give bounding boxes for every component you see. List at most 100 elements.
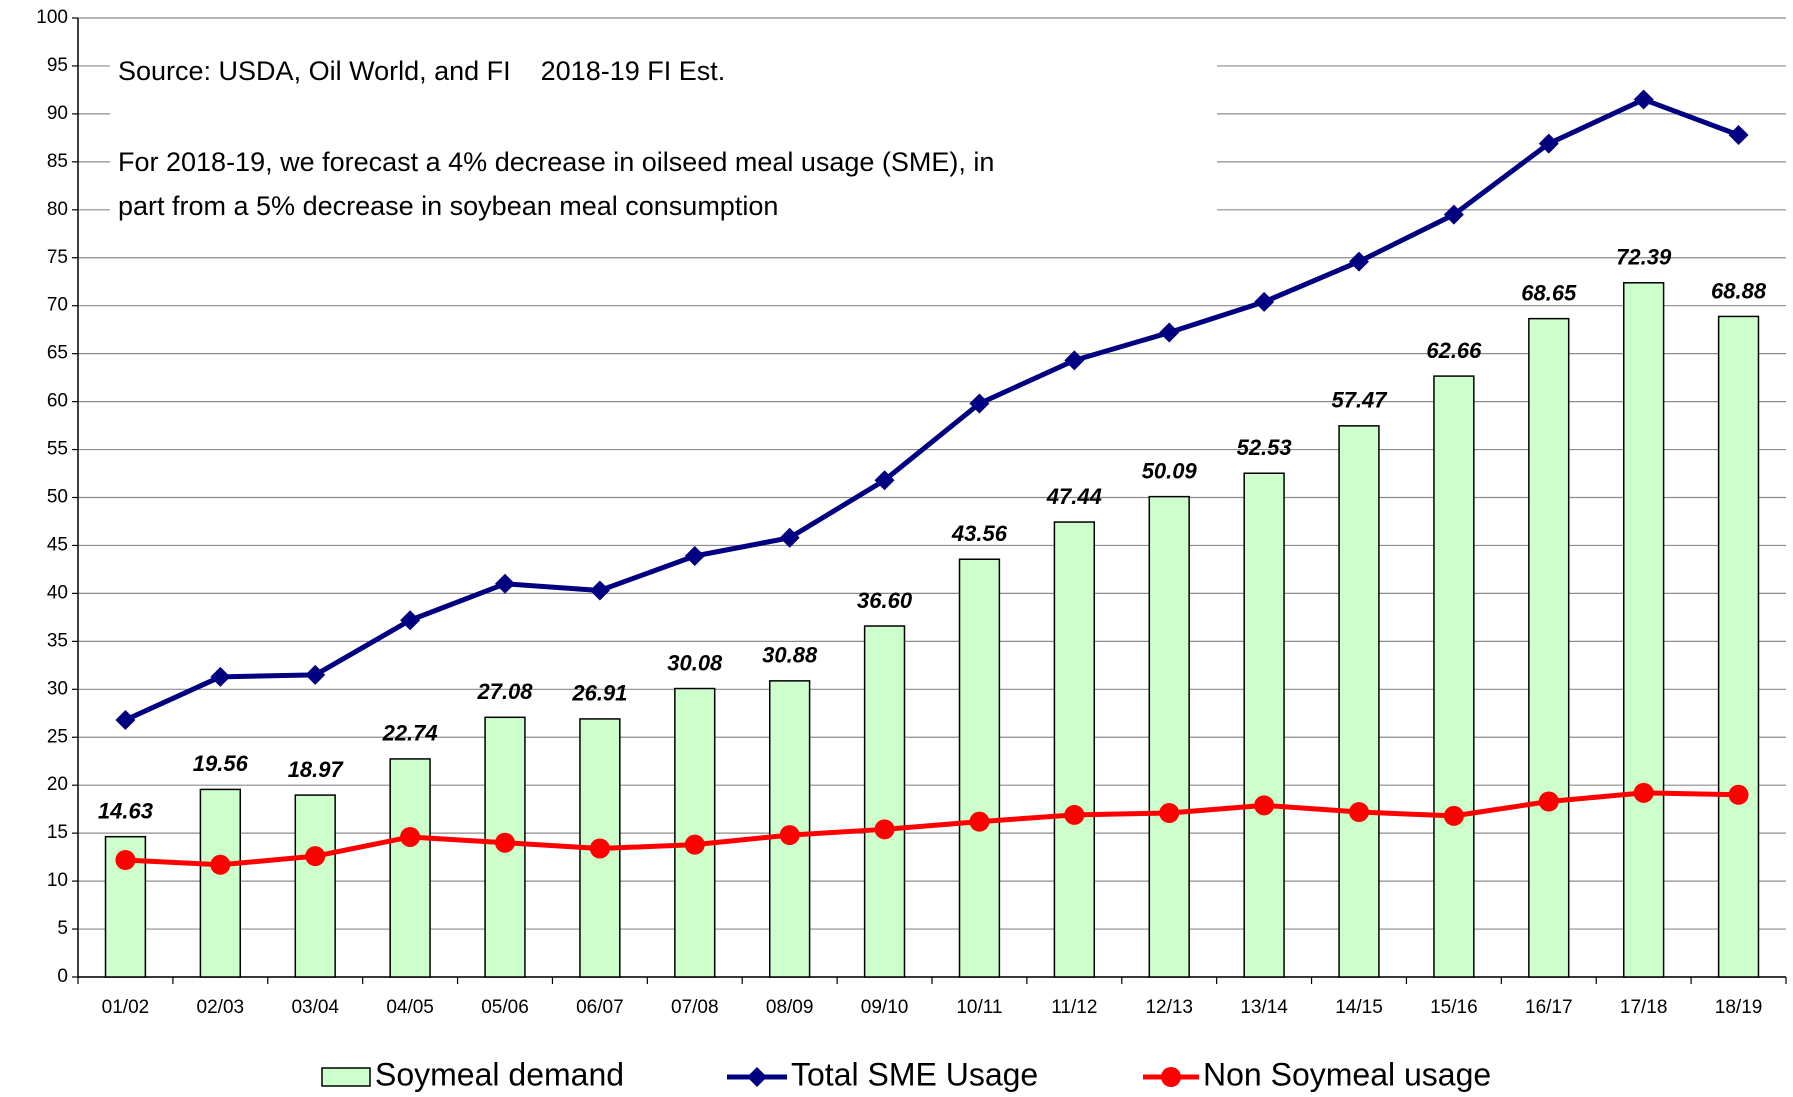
bar	[1053, 521, 1096, 978]
marker	[1254, 795, 1275, 816]
y-tick-label: 30	[47, 678, 68, 699]
marker	[1538, 133, 1559, 154]
marker	[400, 610, 421, 631]
bar	[1338, 425, 1380, 978]
y-tick-label: 35	[47, 630, 68, 651]
y-tick-label: 100	[36, 7, 68, 28]
x-tick-label: 04/05	[386, 997, 434, 1018]
x-tick-label: 16/17	[1525, 997, 1573, 1018]
bar	[1622, 282, 1665, 978]
y-tick-label: 65	[47, 343, 68, 364]
marker	[589, 838, 610, 859]
data-label: 43.56	[951, 521, 1008, 546]
data-label: 22.74	[382, 721, 438, 746]
marker	[1443, 805, 1464, 826]
y-tick-label: 80	[47, 199, 68, 220]
marker	[495, 573, 515, 594]
marker	[1349, 251, 1369, 272]
marker	[1064, 804, 1085, 825]
data-label: 30.88	[762, 643, 818, 668]
annotation: For 2018-19, we forecast a 4% decrease i…	[118, 147, 994, 177]
y-tick-label: 60	[47, 391, 68, 412]
marker	[969, 393, 990, 414]
y-tick-label: 90	[47, 103, 68, 124]
bar	[1148, 495, 1190, 978]
bar	[1243, 472, 1285, 978]
y-tick-label: 50	[47, 487, 68, 508]
data-label: 27.08	[476, 679, 533, 704]
legend-marker	[747, 1067, 767, 1087]
y-tick-label: 10	[47, 870, 68, 891]
x-tick-label: 06/07	[576, 997, 624, 1018]
x-tick-label: 01/02	[102, 997, 150, 1018]
marker	[1349, 802, 1369, 823]
x-tick-label: 12/13	[1145, 997, 1193, 1018]
marker	[305, 846, 326, 867]
data-label: 62.66	[1426, 338, 1482, 363]
annotation: Source: USDA, Oil World, and FI 2018-19 …	[118, 56, 725, 86]
bar	[1528, 317, 1570, 978]
bar	[389, 758, 431, 978]
annotation: part from a 5% decrease in soybean meal …	[118, 191, 778, 221]
x-tick-label: 07/08	[671, 997, 719, 1018]
annotation-box	[110, 51, 1217, 234]
data-label: 68.65	[1521, 280, 1577, 305]
marker	[779, 825, 800, 846]
data-label: 57.47	[1331, 388, 1388, 413]
data-label: 18.97	[288, 757, 345, 782]
marker	[210, 666, 231, 687]
data-label: 68.88	[1711, 278, 1767, 303]
bar	[1433, 375, 1475, 978]
bar	[674, 687, 716, 978]
bar	[958, 558, 1001, 978]
legend-label: Soymeal demand	[375, 1056, 624, 1092]
line	[124, 97, 1740, 723]
y-tick-label: 70	[47, 295, 68, 316]
bar	[294, 794, 336, 978]
x-tick-label: 17/18	[1620, 997, 1668, 1018]
marker	[1728, 784, 1749, 805]
x-tick-label: 02/03	[197, 997, 245, 1018]
marker	[684, 545, 705, 566]
x-tick-label: 08/09	[766, 997, 814, 1018]
legend-label: Total SME Usage	[791, 1056, 1038, 1092]
x-tick-label: 18/19	[1715, 997, 1763, 1018]
marker	[874, 819, 895, 840]
data-label: 30.08	[667, 650, 723, 675]
x-tick-label: 09/10	[861, 997, 909, 1018]
x-tick-label: 13/14	[1240, 997, 1288, 1018]
bar	[1717, 315, 1760, 978]
marker	[1728, 124, 1749, 145]
marker	[1159, 322, 1180, 343]
data-label: 50.09	[1142, 458, 1198, 483]
x-tick-label: 11/12	[1051, 997, 1097, 1018]
marker	[210, 854, 231, 875]
y-tick-label: 75	[47, 247, 68, 268]
marker	[684, 834, 705, 855]
y-tick-label: 95	[47, 55, 68, 76]
marker	[1633, 782, 1654, 803]
bar	[863, 625, 906, 978]
line	[125, 790, 1739, 868]
marker	[400, 826, 421, 847]
marker	[1633, 89, 1654, 110]
marker	[305, 664, 326, 685]
x-tick-label: 10/11	[956, 997, 1002, 1018]
data-label: 47.44	[1046, 484, 1102, 509]
y-tick-label: 40	[47, 582, 68, 603]
marker	[779, 527, 800, 548]
data-label: 72.39	[1616, 245, 1672, 270]
marker	[1254, 291, 1275, 312]
marker	[495, 832, 515, 853]
marker	[1159, 803, 1180, 824]
y-tick-label: 20	[47, 774, 68, 795]
legend-marker	[1161, 1067, 1181, 1087]
x-tick-label: 03/04	[291, 997, 339, 1018]
y-tick-label: 45	[47, 534, 68, 555]
bar	[199, 788, 242, 978]
y-tick-label: 25	[47, 726, 68, 747]
x-tick-label: 14/15	[1335, 997, 1383, 1018]
data-label: 19.56	[193, 751, 249, 776]
marker	[1538, 791, 1559, 812]
